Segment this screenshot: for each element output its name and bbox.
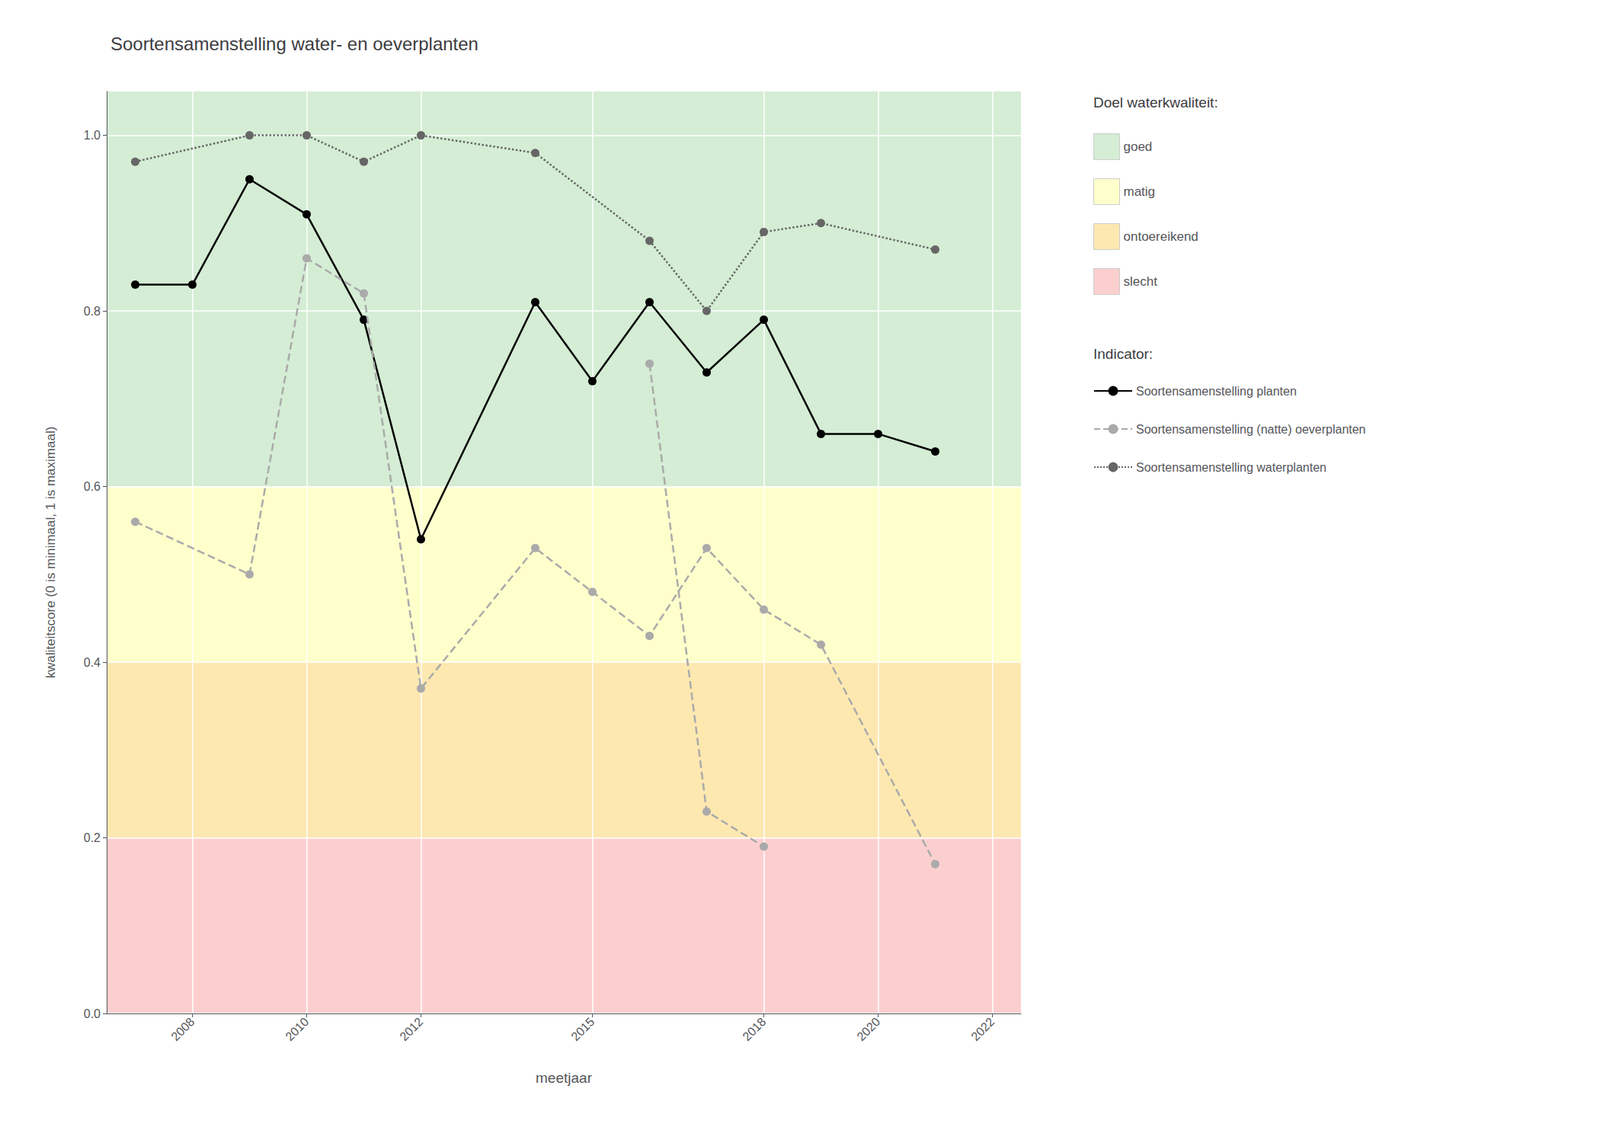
svg-text:Soortensamenstelling waterplan: Soortensamenstelling waterplanten: [1136, 460, 1327, 474]
svg-text:2018: 2018: [739, 1014, 768, 1044]
svg-text:0.8: 0.8: [83, 304, 101, 318]
svg-text:0.2: 0.2: [83, 831, 101, 845]
svg-text:1.0: 1.0: [83, 128, 101, 142]
svg-text:0.4: 0.4: [83, 656, 101, 669]
svg-text:ontoereikend: ontoereikend: [1123, 229, 1199, 244]
svg-text:goed: goed: [1123, 139, 1153, 154]
svg-text:Soortensamenstelling water- en: Soortensamenstelling water- en oeverplan…: [110, 33, 479, 55]
svg-text:2020: 2020: [854, 1014, 883, 1044]
svg-text:kwaliteitscore (0 is minimaal,: kwaliteitscore (0 is minimaal, 1 is maxi…: [43, 426, 58, 679]
svg-text:slecht: slecht: [1123, 274, 1159, 289]
svg-text:2008: 2008: [168, 1014, 197, 1044]
svg-text:2022: 2022: [968, 1014, 997, 1044]
svg-text:0.0: 0.0: [83, 1007, 101, 1021]
svg-text:2012: 2012: [396, 1014, 426, 1044]
svg-text:Soortensamenstelling (natte) o: Soortensamenstelling (natte) oeverplante…: [1136, 422, 1367, 436]
svg-text:Indicator:: Indicator:: [1093, 345, 1153, 362]
svg-text:Doel waterkwaliteit:: Doel waterkwaliteit:: [1093, 94, 1219, 111]
svg-text:2015: 2015: [568, 1014, 597, 1044]
svg-text:matig: matig: [1123, 184, 1156, 199]
svg-text:0.6: 0.6: [83, 480, 101, 493]
svg-text:Soortensamenstelling planten: Soortensamenstelling planten: [1136, 384, 1297, 398]
svg-text:meetjaar: meetjaar: [535, 1069, 593, 1086]
svg-text:2010: 2010: [282, 1014, 311, 1044]
